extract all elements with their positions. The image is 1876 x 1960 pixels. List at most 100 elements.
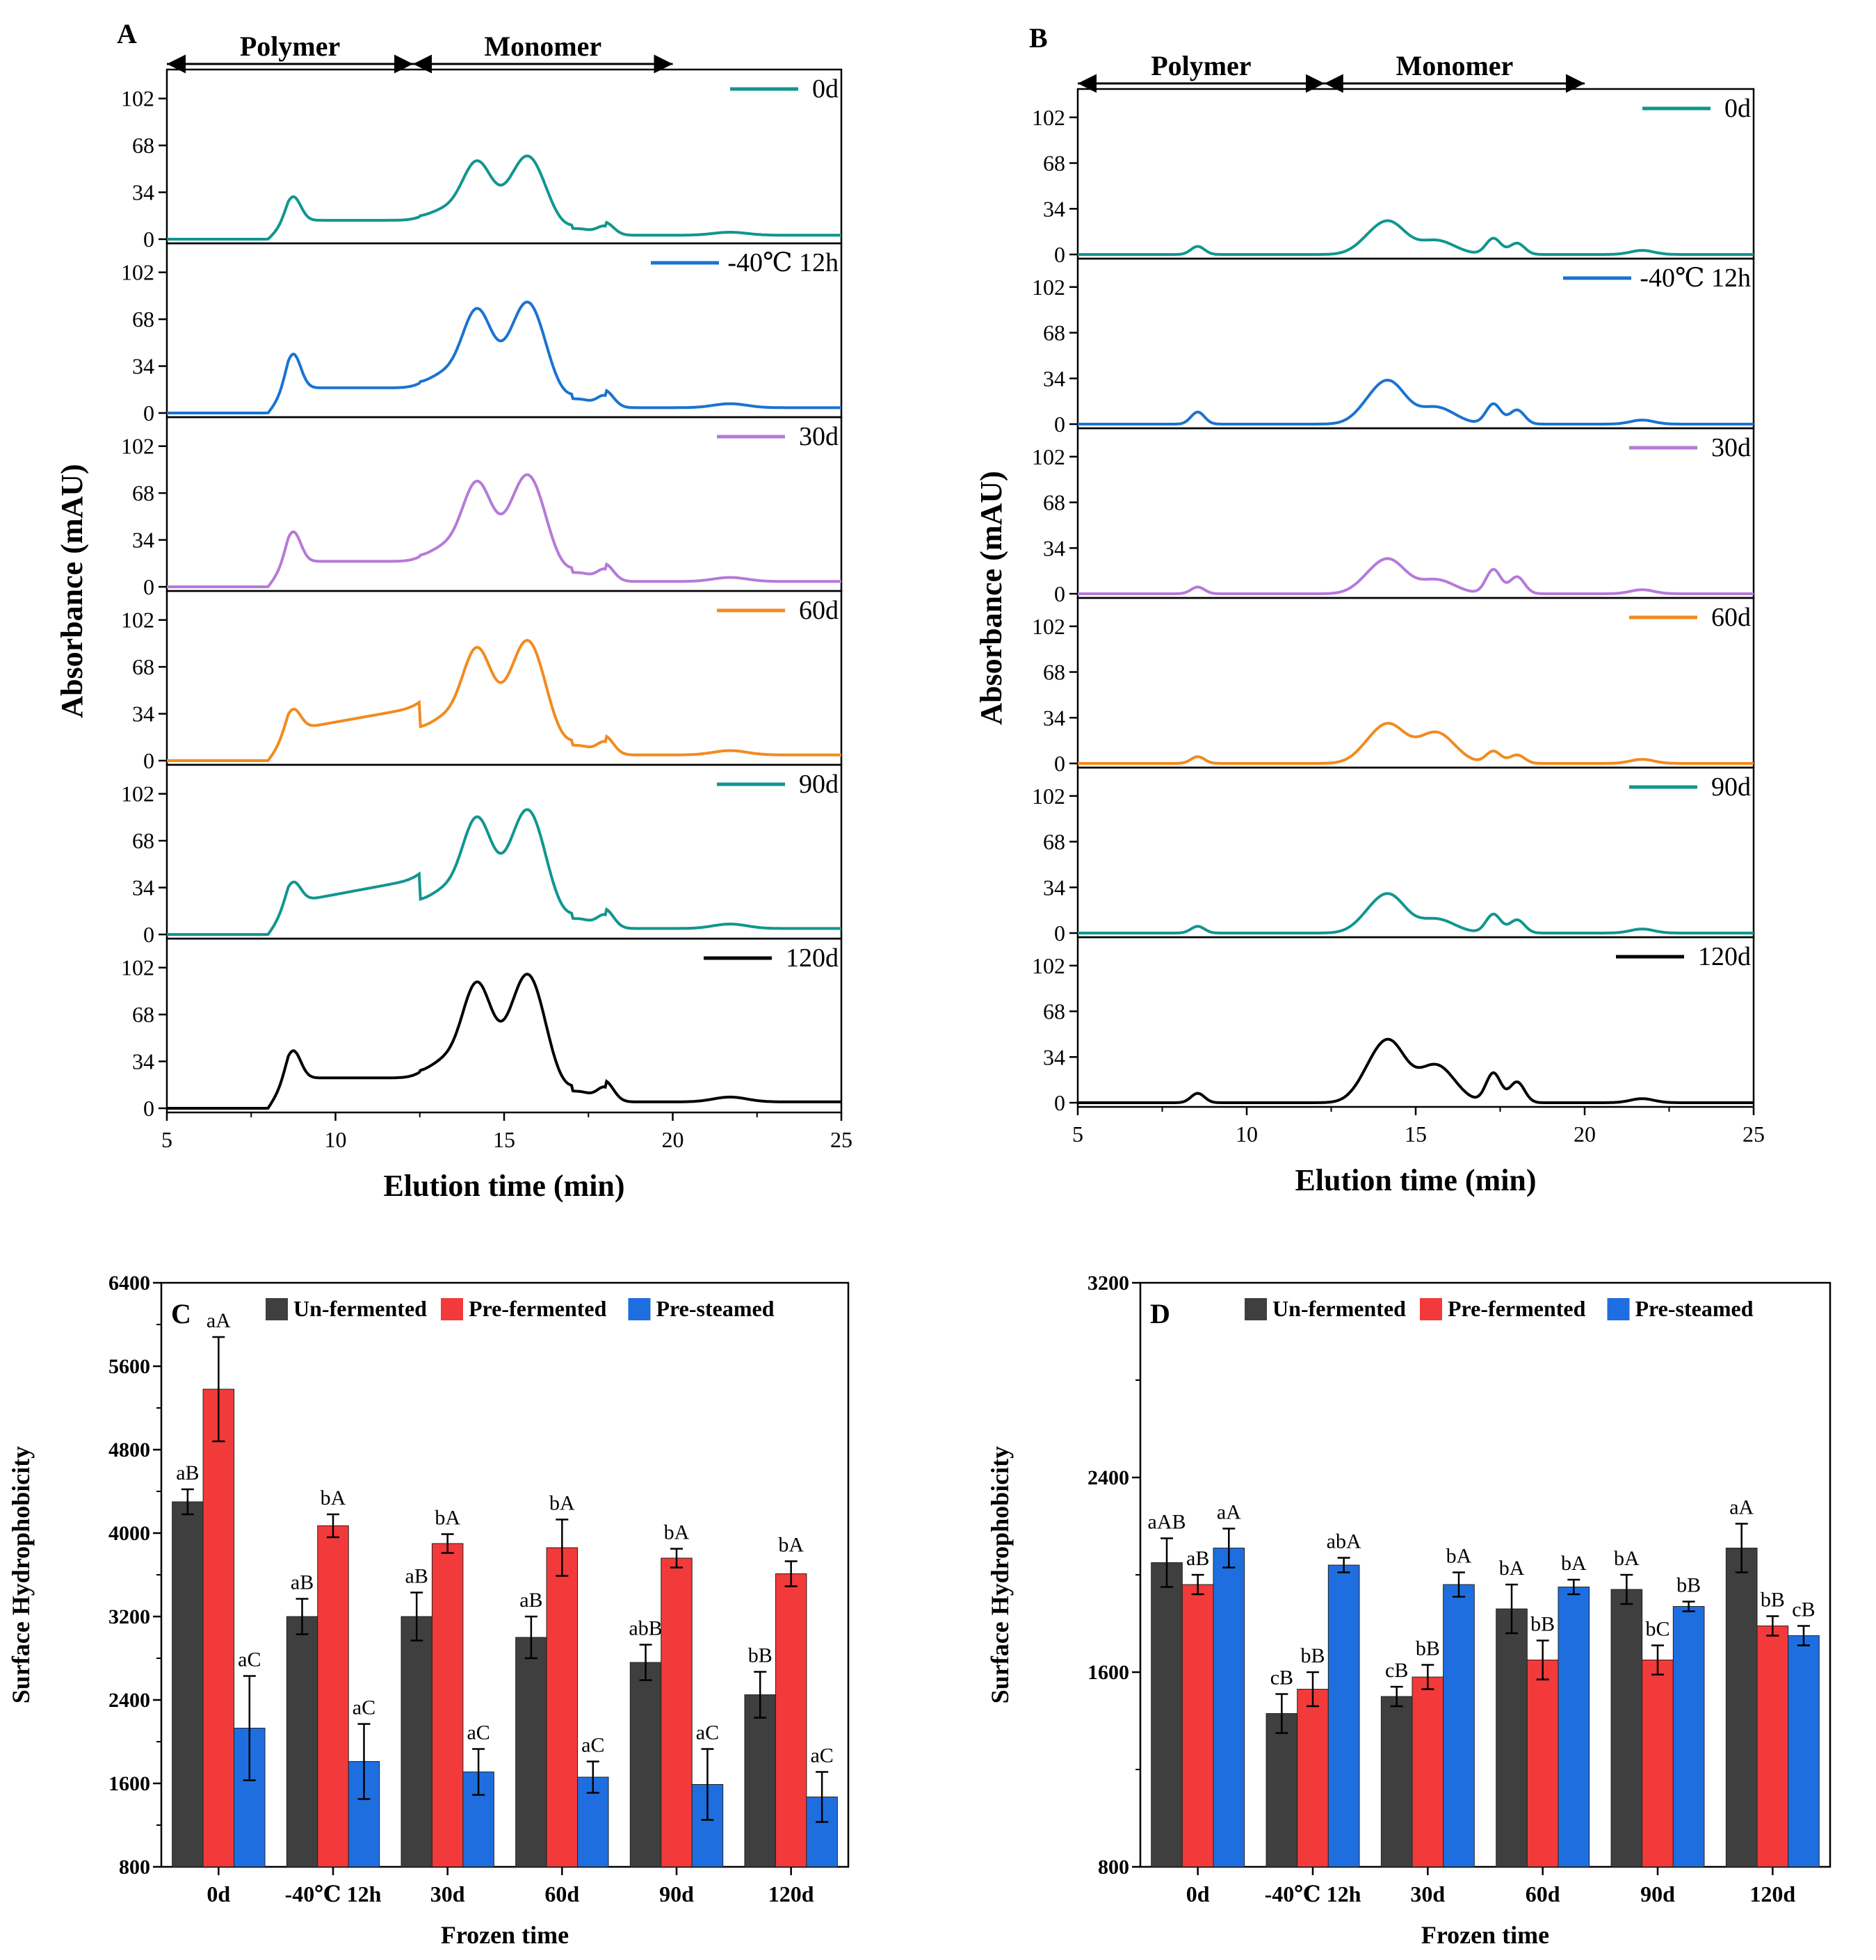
subplot-120d: 0 34 68 102 120d: [1032, 936, 1755, 1115]
y-tick-label: 0: [1054, 581, 1065, 606]
series-line-120d: [1078, 1037, 1754, 1104]
y-axis-label: Surface Hydrophobicity: [986, 1446, 1014, 1703]
y-tick-label: 0: [143, 1096, 154, 1121]
legend-swatch-un-fermented: [266, 1298, 288, 1320]
subplot-90d: 0 34 68 102 90d: [1032, 766, 1755, 946]
significance-label: aC: [353, 1696, 375, 1719]
significance-label: bB: [1416, 1637, 1440, 1660]
legend-swatch-un-fermented: [1245, 1298, 1267, 1320]
y-axis-label: Absorbance (mAU): [55, 464, 89, 718]
y-tick-label: 34: [132, 528, 154, 553]
bar-pre-steamed-0d: [1213, 1548, 1245, 1868]
bar-un-fermented-30d: [1380, 1696, 1413, 1868]
panel-label-a: A: [117, 18, 137, 49]
y-tick-label: 1600: [108, 1772, 150, 1795]
y-tick-label: 102: [121, 608, 154, 633]
subplot-frame: [1076, 766, 1755, 939]
legend-label-un-fermented: Un-fermented: [1272, 1296, 1406, 1321]
y-tick-label: 68: [1043, 321, 1065, 346]
significance-label: cB: [1270, 1667, 1293, 1690]
y-axis-label: Surface Hydrophobicity: [7, 1446, 35, 1703]
y-tick-label: 800: [119, 1856, 150, 1879]
significance-label: aB: [519, 1589, 542, 1612]
y-tick-label: 6400: [108, 1272, 150, 1295]
series-line-60d: [1078, 722, 1754, 765]
significance-label: bA: [1614, 1547, 1640, 1570]
y-tick-label: 34: [132, 702, 154, 727]
y-tick-label: 68: [132, 828, 154, 853]
x-tick-label: -40℃ 12h: [285, 1881, 382, 1906]
bar-un-fermented-0d: [172, 1501, 204, 1868]
significance-label: aC: [696, 1722, 719, 1744]
y-tick-label: 34: [132, 1049, 154, 1074]
y-tick-label: 34: [1043, 196, 1065, 221]
subplot-frame: [1076, 597, 1755, 769]
significance-label: bA: [321, 1487, 346, 1509]
significance-label: bA: [664, 1521, 690, 1544]
significance-label: aA: [207, 1309, 231, 1332]
y-tick-label: 102: [121, 781, 154, 807]
y-tick-label: 3200: [108, 1605, 150, 1628]
y-tick-label: 68: [132, 480, 154, 505]
y-tick-label: 102: [121, 260, 154, 285]
bar-pre-fermented-40-12h: [1297, 1689, 1329, 1868]
y-tick-label: 102: [121, 955, 154, 980]
x-tick-label: 30d: [430, 1881, 465, 1906]
legend-label-pre-fermented: Pre-fermented: [1448, 1296, 1586, 1321]
significance-label: bA: [1499, 1557, 1525, 1580]
significance-label: bC: [1645, 1618, 1669, 1641]
x-tick-label: 90d: [1640, 1881, 1675, 1906]
bar-pre-fermented-30d: [431, 1543, 464, 1868]
x-tick-label: 120d: [1749, 1881, 1795, 1906]
significance-label: aAB: [1148, 1511, 1186, 1534]
bar-pre-fermented-90d: [661, 1557, 693, 1868]
y-tick-label: 34: [1043, 875, 1065, 900]
significance-label: bA: [778, 1534, 804, 1557]
legend-swatch-pre-fermented: [441, 1298, 463, 1320]
series-line-120d: [167, 973, 841, 1110]
x-tick-label: 0d: [207, 1881, 230, 1906]
y-tick-label: 0: [1054, 751, 1065, 776]
bar-un-fermented-120d: [1725, 1548, 1758, 1868]
subplot-0d: 0 34 68 102 0d: [1032, 88, 1755, 267]
bar-un-fermented-60d: [1496, 1608, 1528, 1868]
y-tick-label: 68: [132, 654, 154, 679]
panel-label-b: B: [1029, 22, 1048, 54]
panel-b-chromatogram: B Polymer Monomer 0 34 68 102 0d 0 34 68 102 -40℃ 12…: [974, 22, 1765, 1197]
panel-d-bar-chart: 800 1600 2400 3200 D Un-fermented Pre-fermente…: [986, 1272, 1831, 1949]
y-tick-label: 68: [1043, 660, 1065, 685]
bar-pre-fermented-90d: [1642, 1660, 1674, 1868]
significance-label: bB: [748, 1644, 773, 1667]
significance-label: aB: [1186, 1547, 1209, 1570]
x-tick-label: 60d: [1526, 1881, 1560, 1906]
legend-label-un-fermented: Un-fermented: [293, 1296, 427, 1321]
bar-pre-fermented-60d: [546, 1547, 579, 1868]
significance-label: abA: [1327, 1530, 1361, 1553]
y-tick-label: 0: [1054, 1090, 1065, 1115]
significance-label: aB: [405, 1565, 428, 1588]
y-tick-label: 68: [132, 1002, 154, 1027]
bar-un-fermented-40-12h: [1266, 1713, 1298, 1868]
region-label-polymer: Polymer: [1151, 50, 1251, 81]
significance-label: aB: [291, 1571, 314, 1594]
significance-label: bB: [1530, 1613, 1555, 1636]
bar-pre-steamed-90d: [1672, 1606, 1705, 1868]
y-tick-label: 102: [1032, 105, 1065, 130]
x-axis-label: Frozen time: [1421, 1921, 1549, 1949]
y-tick-label: 3200: [1087, 1272, 1129, 1295]
y-tick-label: 34: [132, 354, 154, 379]
panel-c-bar-chart: 800 1600 2400 3200 4000 4800 5600 6400 C Un-ferme…: [7, 1272, 850, 1949]
significance-label: bB: [1761, 1589, 1785, 1612]
series-line-90d: [1078, 892, 1754, 934]
x-tick-label: 20: [1574, 1121, 1596, 1147]
subplot-60d: 0 34 68 102 60d: [1032, 597, 1755, 776]
legend-label-pre-fermented: Pre-fermented: [469, 1296, 607, 1321]
y-tick-label: 68: [1043, 829, 1065, 855]
panel-label-d: D: [1150, 1298, 1170, 1329]
subplot-frame: [1076, 88, 1755, 260]
bar-un-fermented-40-12h: [286, 1616, 318, 1868]
bar-pre-steamed-120d: [1788, 1635, 1820, 1868]
bar-pre-fermented-120d: [775, 1573, 807, 1868]
y-tick-label: 102: [1032, 614, 1065, 639]
